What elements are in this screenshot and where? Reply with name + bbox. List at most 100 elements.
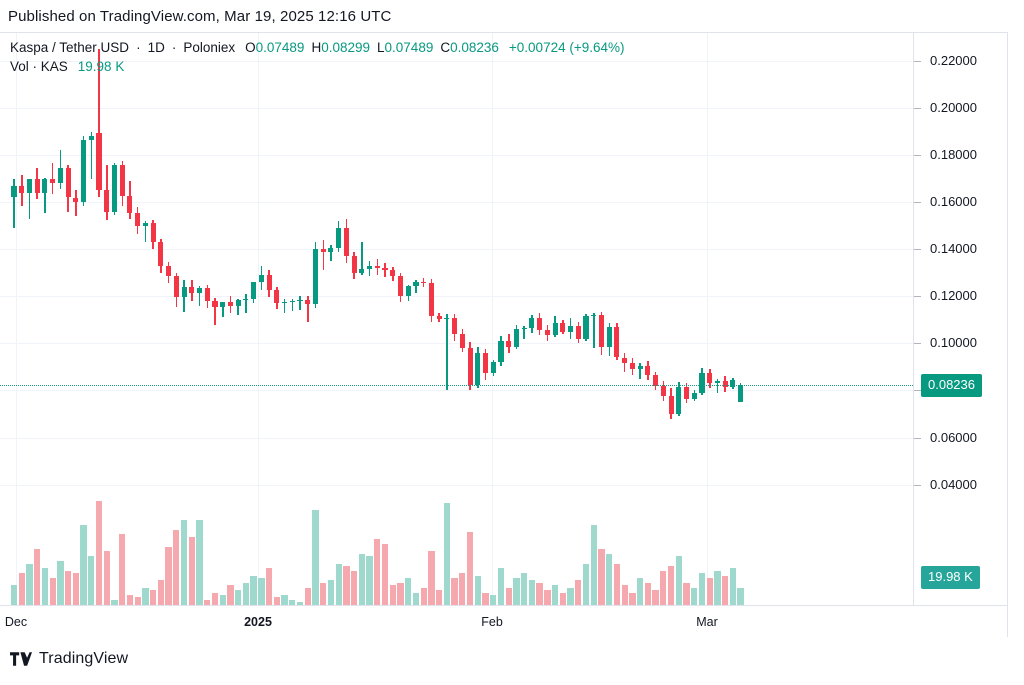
tradingview-logo-icon (10, 652, 32, 666)
price-tick-label: 0.12000 (930, 288, 977, 304)
footer-branding: TradingView (10, 650, 128, 668)
candle-body (707, 372, 713, 384)
volume-bar (428, 551, 435, 605)
price-scale[interactable]: 0.22000 0.20000 0.18000 0.16000 0.14000 0.120… (913, 33, 1008, 605)
time-tick-label: 2025 (244, 615, 272, 629)
price-tick-mark (914, 296, 921, 298)
volume-bar (250, 575, 257, 605)
candle-body (444, 317, 450, 319)
volume-bar (80, 524, 87, 605)
volume-bar (644, 582, 652, 605)
volume-bar (559, 592, 566, 605)
volume-bar (397, 582, 404, 605)
volume-bar (737, 587, 744, 605)
volume-bar (629, 592, 636, 605)
volume-bar (660, 570, 667, 605)
volume-bar (691, 587, 698, 605)
candle-body (281, 302, 288, 304)
volume-bar (451, 578, 458, 605)
volume-bar (621, 585, 628, 605)
volume-bar (327, 580, 335, 605)
candle-body (328, 248, 334, 252)
price-tick-mark (914, 155, 921, 157)
candle-body (622, 357, 628, 364)
volume-bar (466, 532, 474, 605)
current-volume-badge[interactable]: 19.98 K (921, 566, 980, 589)
current-price-badge[interactable]: 0.08236 (921, 373, 982, 397)
candle-body (583, 316, 589, 339)
candle-body (73, 197, 79, 203)
candle-body (26, 178, 33, 193)
candle-wick (283, 298, 286, 313)
chart-container: Kaspa / Tether USD · 1D · Poloniex O0.07489 H0… (0, 32, 1008, 637)
candle-body (676, 386, 682, 414)
volume-bar (521, 573, 528, 605)
volume-bar (49, 578, 56, 605)
candle-body (96, 132, 102, 191)
candle-body (390, 270, 396, 277)
candle-body (537, 317, 543, 331)
candle-body (336, 228, 342, 249)
gridline-horizontal (0, 108, 913, 110)
candle-wick (361, 242, 363, 276)
volume-bar (335, 563, 342, 605)
volume-bar (235, 590, 242, 605)
gridline-horizontal (0, 343, 913, 345)
volume-bar (528, 580, 536, 605)
tradingview-wordmark: TradingView (39, 650, 129, 667)
price-tick-mark (914, 343, 921, 345)
candle-body (142, 223, 148, 226)
volume-bar (652, 590, 659, 605)
candle-wick (44, 177, 46, 213)
candle-body (343, 228, 349, 257)
volume-bar (304, 587, 311, 605)
candle-body (119, 164, 125, 197)
candle-body (714, 381, 720, 384)
candle-body (19, 185, 25, 193)
volume-bar (273, 597, 280, 605)
candle-body (312, 249, 319, 305)
gridline-vertical (16, 33, 17, 605)
chart-pane[interactable] (0, 33, 913, 605)
volume-bar (258, 578, 265, 605)
candle-wick (222, 302, 224, 318)
volume-bar (72, 573, 79, 605)
candle-wick (237, 298, 239, 316)
candle-body (482, 352, 489, 373)
volume-bar (389, 585, 396, 605)
volume-bar (606, 553, 613, 605)
candle-body (258, 275, 264, 283)
candle-body (645, 365, 651, 376)
candle-wick (523, 325, 525, 339)
volume-bar (126, 594, 134, 605)
candle-body (135, 212, 141, 226)
volume-bar (482, 592, 489, 605)
price-tick-mark (914, 249, 921, 251)
volume-bar (211, 592, 219, 605)
volume-bar (265, 568, 273, 605)
time-scale[interactable]: Dec 2025 Feb Mar (0, 605, 1008, 637)
candle-body (568, 325, 574, 332)
volume-bar (497, 568, 505, 605)
candle-wick (446, 313, 448, 391)
volume-bar (188, 536, 195, 605)
candle-body (50, 178, 56, 184)
candle-body (591, 315, 597, 317)
candle-wick (144, 221, 147, 243)
candle-body (181, 286, 187, 298)
candle-body (305, 299, 311, 305)
candle-wick (291, 298, 293, 312)
gridline-horizontal (0, 484, 913, 486)
volume-bar (575, 580, 582, 605)
candle-body (683, 386, 690, 399)
candle-body (235, 299, 241, 306)
candle-body (660, 385, 666, 397)
volume-bar (381, 544, 389, 605)
time-tick-label: Mar (696, 615, 718, 629)
volume-bar (242, 582, 250, 605)
candle-body (614, 326, 620, 358)
candle-body (104, 190, 110, 212)
candle-body (289, 301, 295, 303)
candle-body (57, 168, 63, 184)
candle-body (34, 178, 40, 193)
